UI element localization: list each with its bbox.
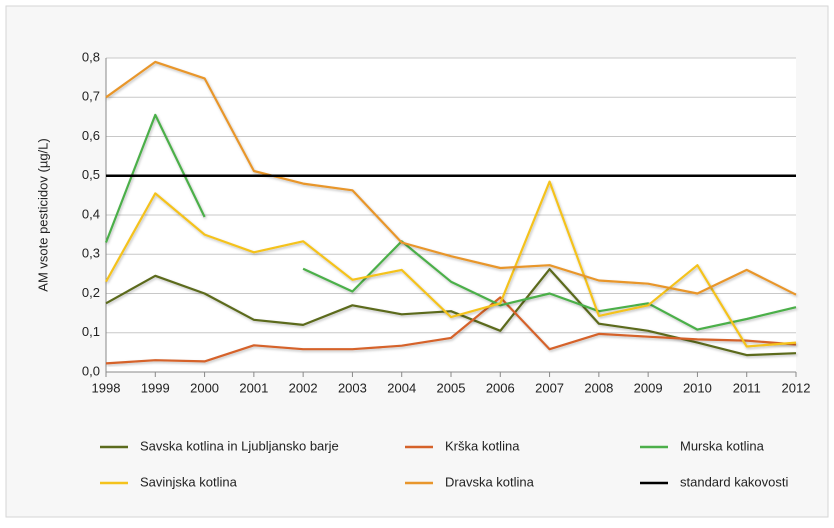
series-line <box>105 296 797 365</box>
y-tick-label: 0,3 <box>82 246 100 261</box>
legend-label: Savska kotlina in Ljubljansko barje <box>140 438 339 453</box>
x-tick-label: 2010 <box>683 380 712 395</box>
y-axis-label: AM vsote pesticidov (µg/L) <box>35 138 50 291</box>
x-tick-label: 2005 <box>437 380 466 395</box>
x-tick-label: 2003 <box>338 380 367 395</box>
series-line <box>105 60 797 296</box>
y-tick-label: 0,6 <box>82 128 100 143</box>
legend-label: Murska kotlina <box>680 438 765 453</box>
x-tick-label: 2008 <box>584 380 613 395</box>
x-tick-label: 2000 <box>190 380 219 395</box>
x-tick-label: 2009 <box>634 380 663 395</box>
x-tick-label: 2004 <box>387 380 416 395</box>
y-tick-label: 0,8 <box>82 49 100 64</box>
x-tick-label: 2006 <box>486 380 515 395</box>
x-tick-label: 2002 <box>289 380 318 395</box>
x-tick-label: 2007 <box>535 380 564 395</box>
y-tick-label: 0,7 <box>82 89 100 104</box>
legend-label: standard kakovosti <box>680 474 789 489</box>
y-tick-label: 0,1 <box>82 324 100 339</box>
y-tick-label: 0,5 <box>82 167 100 182</box>
y-tick-label: 0,2 <box>82 285 100 300</box>
series-line <box>104 113 797 331</box>
x-tick-label: 2011 <box>733 380 761 395</box>
series-line <box>105 180 797 348</box>
x-tick-label: 1998 <box>92 380 121 395</box>
x-tick-label: 2001 <box>239 380 268 395</box>
y-tick-label: 0,0 <box>82 363 100 378</box>
legend-label: Dravska kotlina <box>445 474 535 489</box>
x-tick-label: 2012 <box>782 380 811 395</box>
legend-label: Krška kotlina <box>445 438 520 453</box>
x-tick-label: 1999 <box>141 380 170 395</box>
y-tick-label: 0,4 <box>82 206 100 221</box>
legend-label: Savinjska kotlina <box>140 474 238 489</box>
